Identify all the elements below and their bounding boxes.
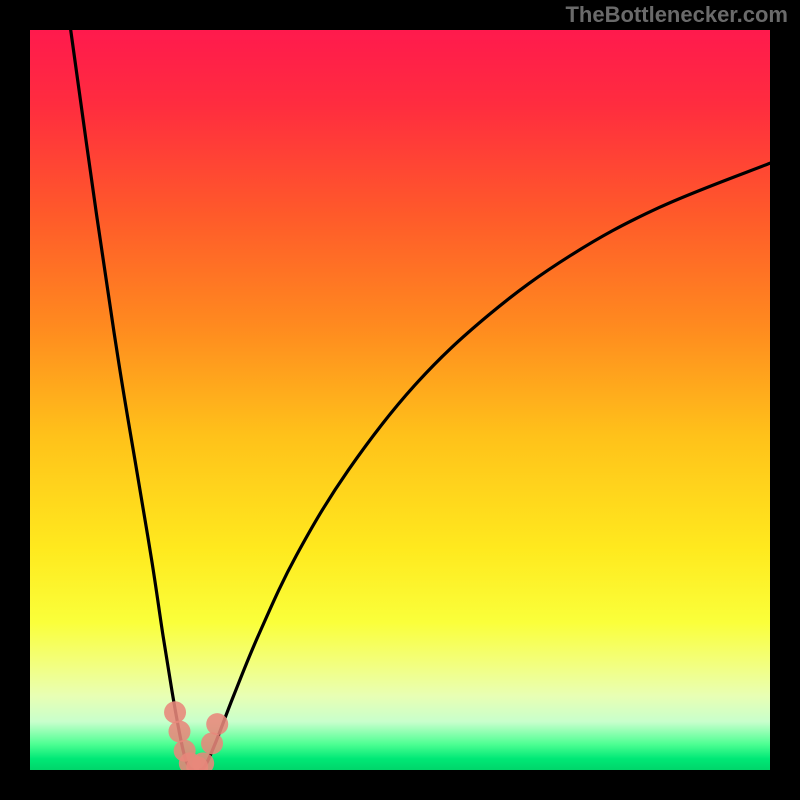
outer-frame: TheBottlenecker.com (0, 0, 800, 800)
plot-area (30, 30, 770, 770)
data-marker (201, 732, 223, 754)
chart-svg (30, 30, 770, 770)
data-marker (206, 713, 228, 735)
data-marker (168, 721, 190, 743)
data-marker (164, 701, 186, 723)
watermark-label: TheBottlenecker.com (565, 2, 788, 28)
